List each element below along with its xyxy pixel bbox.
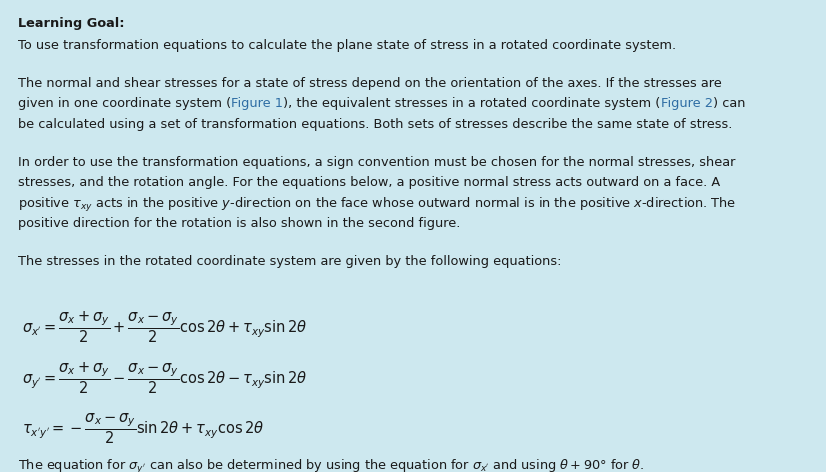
Text: The stresses in the rotated coordinate system are given by the following equatio: The stresses in the rotated coordinate s… <box>18 255 562 268</box>
Text: positive direction for the rotation is also shown in the second figure.: positive direction for the rotation is a… <box>18 217 461 230</box>
Text: $\sigma_{y'} = \dfrac{\sigma_x + \sigma_y}{2} - \dfrac{\sigma_x - \sigma_y}{2}\c: $\sigma_{y'} = \dfrac{\sigma_x + \sigma_… <box>22 361 307 396</box>
Text: Figure 2: Figure 2 <box>661 97 713 110</box>
Text: $\sigma_{x'} = \dfrac{\sigma_x + \sigma_y}{2} + \dfrac{\sigma_x - \sigma_y}{2}\c: $\sigma_{x'} = \dfrac{\sigma_x + \sigma_… <box>22 310 307 345</box>
Text: Learning Goal:: Learning Goal: <box>18 17 125 30</box>
Text: The equation for $\sigma_{y'}$ can also be determined by using the equation for : The equation for $\sigma_{y'}$ can also … <box>18 458 645 472</box>
Text: given in one coordinate system (: given in one coordinate system ( <box>18 97 231 110</box>
Text: The normal and shear stresses for a state of stress depend on the orientation of: The normal and shear stresses for a stat… <box>18 77 722 90</box>
Text: To use transformation equations to calculate the plane state of stress in a rota: To use transformation equations to calcu… <box>18 39 676 52</box>
Text: positive $\tau_{xy}$ acts in the positive $y$-direction on the face whose outwar: positive $\tau_{xy}$ acts in the positiv… <box>18 196 736 214</box>
Text: stresses, and the rotation angle. For the equations below, a positive normal str: stresses, and the rotation angle. For th… <box>18 176 720 189</box>
Text: be calculated using a set of transformation equations. Both sets of stresses des: be calculated using a set of transformat… <box>18 118 733 131</box>
Text: ), the equivalent stresses in a rotated coordinate system (: ), the equivalent stresses in a rotated … <box>283 97 661 110</box>
Text: ) can: ) can <box>713 97 745 110</box>
Text: $\tau_{x'y'} = -\dfrac{\sigma_x - \sigma_y}{2}\sin 2\theta + \tau_{xy} \cos 2\th: $\tau_{x'y'} = -\dfrac{\sigma_x - \sigma… <box>22 411 264 446</box>
Text: Figure 1: Figure 1 <box>231 97 283 110</box>
Text: In order to use the transformation equations, a sign convention must be chosen f: In order to use the transformation equat… <box>18 156 735 169</box>
